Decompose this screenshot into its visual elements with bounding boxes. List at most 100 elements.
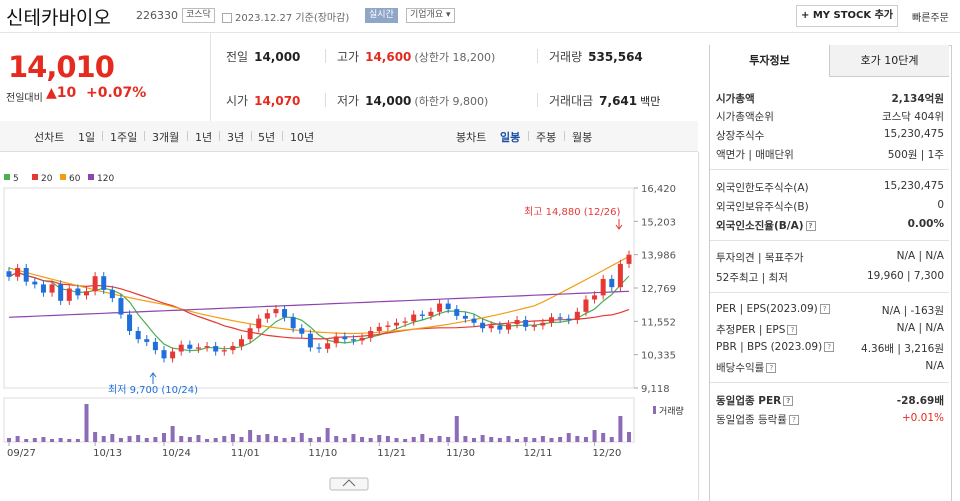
volume-bar [515,439,520,442]
volume-bar [282,438,287,442]
period-bar [0,121,698,152]
candle-body [411,314,417,322]
volume-bar [93,432,98,442]
candle-body [58,284,64,301]
candle-body [583,299,589,312]
candle-monthly[interactable]: 월봉 [572,131,593,144]
volume-bar [549,438,554,442]
volume-bar [411,437,416,442]
info-label: 외국인보유주식수(B) [716,201,809,213]
legend-label: 120 [97,174,114,184]
info-label: 액면가 | 매매단위 [716,149,794,161]
volume-bar [273,436,278,442]
high-arrow [615,219,623,230]
candle-daily[interactable]: 일봉 [500,131,521,144]
volume-bar [472,438,476,442]
stat-value: 14,000 [254,50,301,64]
help-icon[interactable]: ? [787,325,798,335]
divider [710,292,949,293]
add-mystock-button[interactable]: + MY STOCK 추가 [796,5,898,27]
info-label: 외국인소진율(B/A)? [716,218,816,233]
ma120-line [8,290,630,318]
candle-body [92,276,98,292]
company-overview-button[interactable]: 기업개요 ▾ [406,8,455,23]
candle-body [273,309,279,314]
info-row-foreign-ratio: 외국인소진율(B/A)? 0.00% [716,218,944,234]
volume-bar [480,435,485,442]
realtime-button[interactable]: 실시간 [365,8,398,23]
candle-body [109,289,115,299]
candle-weekly[interactable]: 주봉 [536,131,557,144]
help-icon[interactable]: ? [766,363,777,373]
volume-bar [58,438,63,442]
help-icon[interactable]: ? [788,415,799,425]
volume-bar [230,434,235,442]
candle-body [135,330,141,340]
candle-body [247,328,253,340]
volume-bar [205,439,210,442]
volume-bar [170,426,175,442]
candle-body [514,320,520,325]
help-icon[interactable]: ? [805,221,816,231]
info-row-foreign-limit: 외국인한도주식수(A) 15,230,475 [716,180,944,196]
info-label-text: PER | EPS(2023.09) [716,303,818,315]
candle-body [445,303,451,310]
period-5y[interactable]: 5년 [258,131,276,144]
info-row-foreign-holding: 외국인보유주식수(B) 0 [716,199,944,215]
change-value: ▲10 [46,85,77,101]
candle-body [617,263,623,288]
calendar-icon [222,13,232,23]
y-tick-label: 13,986 [641,251,676,262]
volume-bar [454,416,459,442]
candle-body [368,330,374,338]
stock-chart[interactable]: 16,420 15,203 13,986 12,769 11,552 10,335 9,11… [0,152,698,500]
volume-bar [334,436,339,442]
stat-label: 시가 [226,94,249,108]
legend-label: 20 [41,174,53,184]
plot-frame [3,187,635,389]
period-1y[interactable]: 1년 [195,131,213,144]
change-percent: +0.07% [86,85,147,101]
help-icon[interactable]: ? [783,396,794,406]
candle-body [557,317,563,319]
stat-label: 고가 [337,50,360,64]
low-annotation: 최저 9,700 (10/24) [108,384,198,396]
candle-body [376,326,382,331]
info-value: 0.00% [907,218,944,230]
header-bar [0,0,960,33]
candle-body [264,313,270,319]
quick-order-link[interactable]: 빠른주문 [912,13,949,24]
legend-swatch [32,174,38,180]
tab-order-book[interactable]: 호가 10단계 [830,45,949,77]
candle-body [230,346,236,351]
info-label: 시가총액순위 [716,111,774,123]
info-label: 시가총액 [716,93,755,105]
period-3m[interactable]: 3개월 [152,131,180,144]
volume-bar [428,438,433,442]
tab-investment-info[interactable]: 투자정보 [710,45,830,77]
candle-body [394,322,399,326]
candle-body [462,315,468,319]
volume-bar [75,439,80,442]
help-icon[interactable]: ? [819,304,830,314]
candle-body [32,281,38,285]
candle-body [23,267,29,282]
stock-name: 신테카바이오 [6,7,111,29]
period-1d[interactable]: 1일 [78,131,96,144]
volume-bar [32,438,37,442]
volume-bar [196,435,201,442]
volume-bar [239,437,244,442]
volume-bar [256,435,261,442]
legend-swatch [4,174,10,180]
period-3y[interactable]: 3년 [227,131,245,144]
volume-bar [7,438,11,442]
period-1w[interactable]: 1주일 [110,131,138,144]
volume-bar [532,438,537,442]
volume-bar [187,437,192,442]
legend-swatch [88,174,94,180]
period-10y[interactable]: 10년 [290,131,315,144]
y-tick-label: 15,203 [641,217,676,228]
info-value: +0.01% [901,412,944,424]
stat-value: 535,564 [588,50,643,64]
help-icon[interactable]: ? [824,342,835,352]
